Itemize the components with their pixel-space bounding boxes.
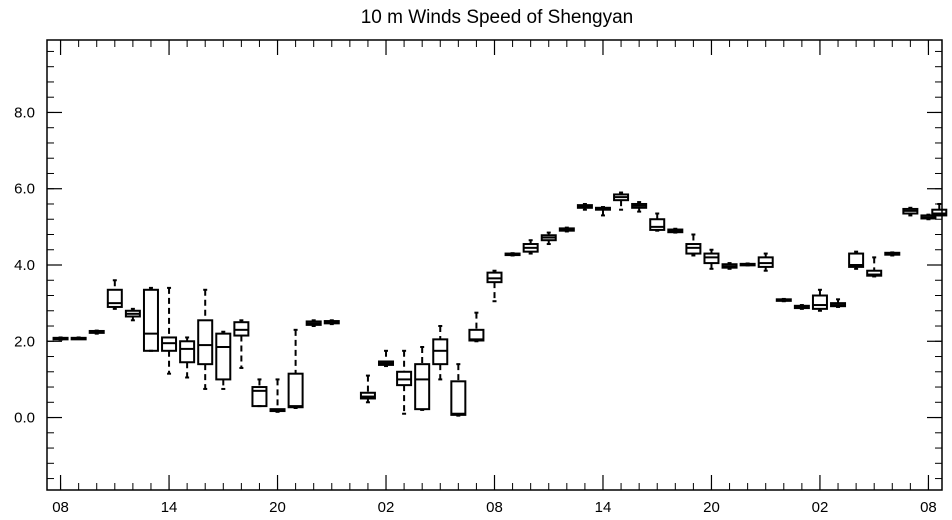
box-plot	[161, 286, 178, 375]
box-plot	[359, 374, 376, 404]
box-plot	[197, 288, 214, 390]
box-plot	[305, 319, 322, 328]
box-plot	[667, 227, 684, 234]
box-plot	[540, 231, 557, 246]
box-iqr	[197, 319, 214, 366]
box-plot	[486, 269, 503, 303]
plot-frame	[46, 39, 943, 491]
box-plot	[468, 311, 485, 343]
box-plot	[233, 319, 250, 369]
box-plot	[396, 349, 413, 415]
x-tick-label: 02	[812, 499, 829, 516]
box-iqr	[215, 332, 232, 381]
box-iqr	[848, 252, 865, 268]
box-plot	[450, 363, 467, 417]
box-plot	[757, 252, 774, 272]
box-plot	[124, 307, 141, 322]
box-plot	[631, 201, 648, 213]
box-plot	[613, 191, 630, 211]
box-plot	[269, 378, 286, 413]
box-plot	[685, 233, 702, 257]
box-iqr	[179, 340, 196, 364]
box-iqr	[811, 294, 828, 310]
box-plot	[920, 213, 937, 221]
y-tick-label: 2.0	[14, 333, 35, 350]
y-tick-label: 0.0	[14, 410, 35, 427]
x-tick-label: 20	[269, 499, 286, 516]
box-plot	[558, 226, 575, 233]
box-iqr	[414, 363, 431, 411]
box-plot	[432, 325, 449, 381]
axis-ticks	[47, 40, 942, 490]
box-plot	[775, 297, 792, 303]
box-plot	[884, 251, 901, 257]
x-tick-label: 08	[486, 499, 503, 516]
box-plot	[52, 336, 69, 341]
x-tick-label: 08	[920, 499, 937, 516]
y-tick-label: 8.0	[14, 104, 35, 121]
box-plot	[739, 262, 756, 267]
box-plot	[848, 250, 865, 270]
box-plot	[378, 349, 395, 368]
axis-tick-labels: 0.0 2.0 4.0 6.0 8.0 08 14 20 02 08 14 20 02 08	[14, 104, 937, 516]
box-plot	[902, 206, 919, 217]
box-plot	[721, 262, 738, 270]
box-plot	[106, 279, 123, 310]
x-tick-label: 20	[703, 499, 720, 516]
box-iqr	[866, 269, 883, 277]
box-iqr	[142, 288, 159, 352]
box-plot	[70, 336, 87, 341]
box-plot	[215, 330, 232, 390]
box-plot	[142, 286, 159, 352]
box-plot	[811, 288, 828, 312]
y-tick-label: 6.0	[14, 181, 35, 198]
box-plot	[866, 256, 883, 278]
box-plot	[703, 248, 720, 270]
x-tick-label: 14	[161, 499, 178, 516]
box-plot	[594, 206, 611, 217]
x-tick-label: 14	[595, 499, 612, 516]
box-iqr	[649, 218, 666, 231]
box-iqr	[251, 386, 268, 408]
box-plot	[287, 328, 304, 410]
box-plot	[931, 202, 948, 217]
box-plot	[649, 212, 666, 232]
box-plot	[251, 378, 268, 408]
x-tick-label: 02	[378, 499, 395, 516]
x-tick-label: 08	[52, 499, 69, 516]
box-iqr	[450, 380, 467, 416]
box-plot	[522, 239, 539, 255]
chart-title: 10 m Winds Speed of Shengyan	[361, 7, 634, 28]
box-plot	[504, 252, 521, 257]
box-plot	[576, 202, 593, 211]
box-plot	[88, 329, 105, 335]
box-plot	[414, 345, 431, 411]
box-iqr	[287, 372, 304, 409]
box-iqr	[106, 288, 123, 308]
box-iqr	[468, 328, 485, 342]
box-plot	[323, 319, 340, 326]
box-plot	[830, 298, 847, 308]
box-plot	[179, 336, 196, 379]
box-series	[52, 191, 948, 417]
box-plot	[793, 304, 810, 310]
y-tick-label: 4.0	[14, 257, 35, 274]
